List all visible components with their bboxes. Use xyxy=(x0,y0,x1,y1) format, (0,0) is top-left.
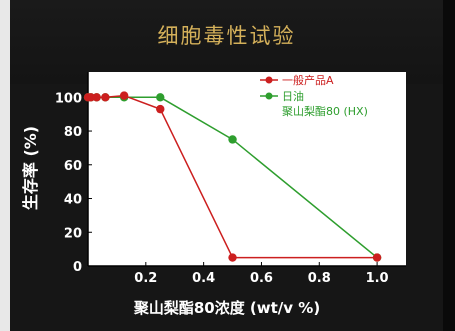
x-tick-label: 1.0 xyxy=(366,271,389,286)
legend-label-series-1-line-0: 日油 xyxy=(282,89,304,103)
x-tick-label: 0.2 xyxy=(134,271,157,286)
data-point-series-0 xyxy=(372,253,382,262)
right-edge-strip xyxy=(443,0,455,331)
plot-area-background xyxy=(88,72,406,266)
chart-title: 细胞毒性试验 xyxy=(157,24,296,48)
data-point-series-0 xyxy=(119,91,129,100)
x-axis-label: 聚山梨酯80浓度 (wt/v %) xyxy=(133,299,320,317)
y-tick-label: 100 xyxy=(55,91,82,106)
x-tick-label: 0.8 xyxy=(308,271,331,286)
data-point-series-0 xyxy=(101,93,110,102)
legend-marker-series-0 xyxy=(265,76,273,84)
series-layer xyxy=(83,91,382,262)
left-edge-strip xyxy=(0,0,10,331)
data-point-series-0 xyxy=(92,93,101,102)
data-point-series-0 xyxy=(228,253,237,262)
x-tick-label: 0.4 xyxy=(192,271,215,286)
data-point-series-1 xyxy=(156,93,165,102)
y-tick-label: 0 xyxy=(73,260,82,275)
axes: 0.2 0.4 0.6 0.8 1.0 0 20 40 60 80 100 xyxy=(55,72,406,286)
legend-marker-series-1 xyxy=(265,92,273,100)
y-axis-label: 生存率 (%) xyxy=(21,126,40,210)
legend-label-series-1-line-1: 聚山梨酯80 (HX) xyxy=(282,104,368,118)
title-band xyxy=(10,0,443,84)
y-tick-label: 80 xyxy=(64,125,82,140)
y-tick-label: 60 xyxy=(64,159,82,174)
y-tick-label: 40 xyxy=(64,193,82,208)
x-tick-label: 0.6 xyxy=(250,271,273,286)
data-point-series-0 xyxy=(86,93,96,102)
y-tick-label: 20 xyxy=(64,226,82,241)
data-point-series-1 xyxy=(228,135,237,144)
data-point-series-0 xyxy=(156,104,165,114)
legend-label-series-0: 一般产品A xyxy=(282,73,334,87)
